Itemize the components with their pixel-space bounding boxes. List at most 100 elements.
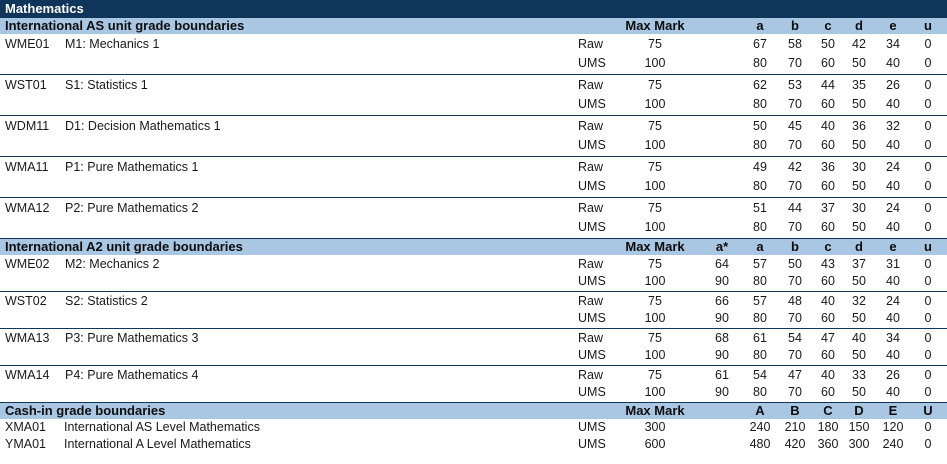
value-d: 50 [852, 220, 866, 234]
value-astar: 66 [715, 294, 729, 308]
value-c: 60 [821, 220, 835, 234]
mark-type-label: Raw [578, 257, 604, 271]
value-e: 34 [886, 37, 900, 51]
value-d: 30 [852, 201, 866, 215]
value-max: 75 [648, 201, 662, 215]
value-u: 0 [924, 348, 932, 362]
value-d: 32 [852, 294, 866, 308]
unit-block: WME02 M2: Mechanics 2 Raw 75 64 57 50 43 37 31 0 UM… [0, 255, 947, 292]
ums-row: UMS 100 90 80 70 60 50 40 0 [0, 273, 947, 290]
value-b: 420 [784, 437, 806, 451]
ums-row: UMS 100 80 70 60 50 40 0 [0, 136, 947, 155]
unit-code: WST01 [5, 78, 47, 92]
unit-name: D1: Decision Mathematics 1 [65, 119, 221, 133]
mark-type-label: UMS [578, 437, 606, 451]
mark-type-label: Raw [578, 201, 604, 215]
value-c: 43 [821, 257, 835, 271]
mark-type-label: UMS [578, 56, 606, 70]
value-a: 80 [753, 220, 767, 234]
value-max: 75 [648, 257, 662, 271]
qualification-name: International A Level Mathematics [64, 437, 251, 451]
value-u: 0 [924, 119, 932, 133]
value-a: 57 [753, 294, 767, 308]
value-c: 40 [821, 294, 835, 308]
unit-block: WST02 S2: Statistics 2 Raw 75 66 57 48 40 32 24 0 U… [0, 292, 947, 329]
value-e: 40 [886, 220, 900, 234]
value-c: 47 [821, 331, 835, 345]
value-d: 50 [852, 274, 866, 288]
value-max: 100 [644, 385, 666, 399]
col-c: c [824, 18, 832, 33]
value-a: 54 [753, 368, 767, 382]
ums-row: UMS 100 80 70 60 50 40 0 [0, 54, 947, 73]
value-max: 300 [644, 420, 666, 434]
mark-type-label: UMS [578, 138, 606, 152]
col-grade-u: U [923, 403, 933, 418]
mark-type-label: Raw [578, 37, 604, 51]
ums-row: UMS 100 90 80 70 60 50 40 0 [0, 347, 947, 364]
value-b: 210 [784, 420, 806, 434]
value-c: 40 [821, 119, 835, 133]
value-max: 75 [648, 78, 662, 92]
value-b: 54 [788, 331, 802, 345]
col-e: e [889, 18, 897, 33]
a2-section-header: International A2 unit grade boundaries M… [0, 239, 947, 255]
value-u: 0 [924, 220, 932, 234]
value-max: 75 [648, 331, 662, 345]
unit-name: S1: Statistics 1 [65, 78, 148, 92]
value-u: 0 [924, 179, 932, 193]
value-u: 0 [924, 368, 932, 382]
value-b: 70 [788, 220, 802, 234]
value-b: 53 [788, 78, 802, 92]
value-e: 26 [886, 78, 900, 92]
raw-row: WDM11 D1: Decision Mathematics 1 Raw 75 50 45… [0, 117, 947, 136]
unit-block: WMA12 P2: Pure Mathematics 2 Raw 75 51 44 37 30… [0, 198, 947, 239]
value-e: 34 [886, 331, 900, 345]
value-max: 100 [644, 138, 666, 152]
mark-type-label: UMS [578, 348, 606, 362]
value-u: 0 [924, 257, 932, 271]
value-b: 44 [788, 201, 802, 215]
unit-code: WME02 [5, 257, 50, 271]
raw-row: WME01 M1: Mechanics 1 Raw 75 67 58 50 42 34 0 [0, 35, 947, 54]
value-c: 60 [821, 56, 835, 70]
value-astar: 90 [715, 348, 729, 362]
value-max: 100 [644, 56, 666, 70]
unit-code: WMA12 [5, 201, 50, 215]
value-u: 0 [924, 56, 932, 70]
col-max-mark: Max Mark [625, 239, 685, 254]
value-u: 0 [924, 78, 932, 92]
value-e: 24 [886, 160, 900, 174]
value-e: 24 [886, 201, 900, 215]
col-a: a [756, 239, 764, 254]
value-max: 75 [648, 368, 662, 382]
value-c: 60 [821, 179, 835, 193]
value-b: 70 [788, 138, 802, 152]
value-u: 0 [924, 97, 932, 111]
value-u: 0 [924, 294, 932, 308]
value-u: 0 [924, 331, 932, 345]
value-d: 300 [848, 437, 870, 451]
unit-code: WME01 [5, 37, 50, 51]
value-b: 70 [788, 348, 802, 362]
cashin-row: YMA01 International A Level Mathematics UM… [0, 436, 947, 453]
value-u: 0 [924, 37, 932, 51]
value-d: 35 [852, 78, 866, 92]
value-d: 40 [852, 331, 866, 345]
raw-row: WMA13 P3: Pure Mathematics 3 Raw 75 68 61 54 47… [0, 330, 947, 347]
as-section-header: International AS unit grade boundaries M… [0, 18, 947, 34]
value-e: 32 [886, 119, 900, 133]
unit-block: WMA11 P1: Pure Mathematics 1 Raw 75 49 42 36 30… [0, 157, 947, 198]
mark-type-label: Raw [578, 78, 604, 92]
value-b: 42 [788, 160, 802, 174]
value-a: 51 [753, 201, 767, 215]
unit-name: P4: Pure Mathematics 4 [65, 368, 199, 382]
value-c: 60 [821, 348, 835, 362]
value-d: 50 [852, 348, 866, 362]
col-d: d [855, 239, 863, 254]
subject-title: Mathematics [0, 0, 947, 18]
value-a: 57 [753, 257, 767, 271]
value-e: 24 [886, 294, 900, 308]
value-b: 70 [788, 56, 802, 70]
value-e: 40 [886, 138, 900, 152]
